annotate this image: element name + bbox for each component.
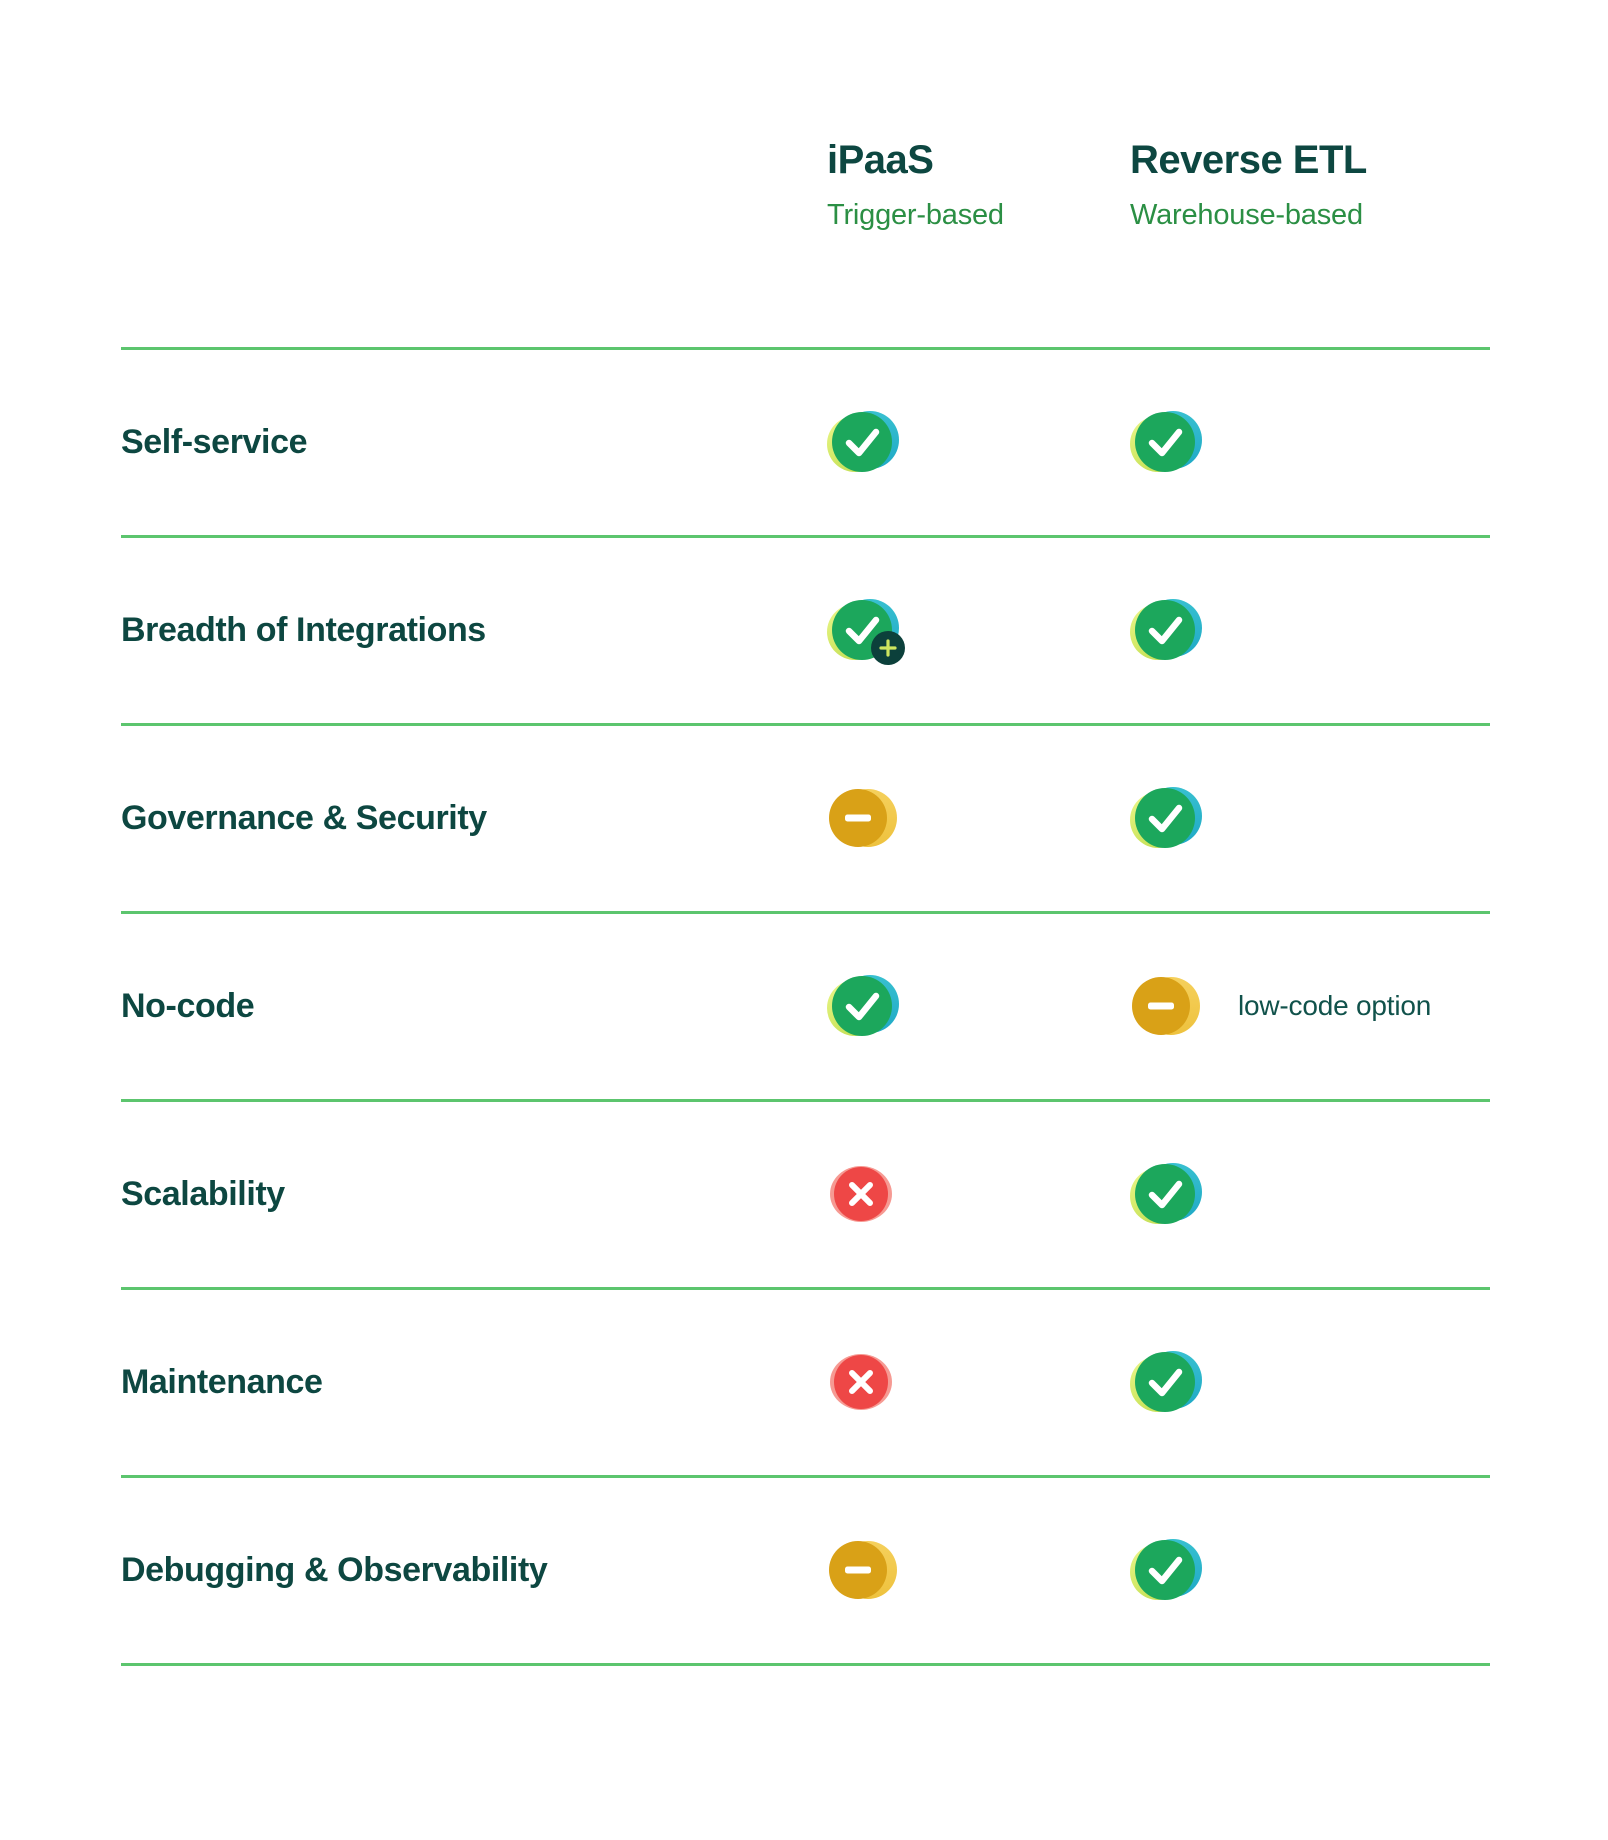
row-label: Governance & Security [121,798,487,837]
check-plus-icon [827,598,905,666]
row-label: Self-service [121,422,308,461]
cell-reverse-etl [1010,1538,1490,1602]
row-label: Scalability [121,1174,285,1213]
icon-layer [1135,788,1195,849]
minus-icon [827,1538,899,1602]
row-label: No-code [121,986,255,1025]
cross-icon [827,1162,899,1226]
cell-reverse-etl [1010,410,1490,474]
check-icon [1130,1350,1202,1414]
plus-badge-icon [871,631,905,666]
table-row-maintenance: Maintenance [121,1286,1490,1475]
cell-reverse-etl [1010,1162,1490,1226]
cell-reverse-etl [1010,1350,1490,1414]
cell-ipaas [707,598,1010,666]
cell-reverse-etl [1010,598,1490,662]
content-area: iPaaS Trigger-based Reverse ETL Warehous… [121,0,1490,1666]
minus-icon [1130,974,1202,1038]
comparison-table: Self-service [121,346,1490,1666]
icon-layer [1135,1164,1195,1225]
cell-ipaas [707,786,1010,850]
column-title-reverse-etl: Reverse ETL [1130,138,1367,182]
check-icon [1130,598,1202,662]
cell-ipaas [707,1538,1010,1602]
icon-layer [832,976,892,1037]
table-header: iPaaS Trigger-based Reverse ETL Warehous… [121,0,1490,232]
cell-reverse-etl: low-code option [1010,974,1490,1038]
cell-ipaas [707,1350,1010,1414]
table-row-scalability: Scalability [121,1098,1490,1287]
cell-ipaas [707,410,1010,474]
cell-reverse-etl [1010,786,1490,850]
table-row-breadth-of-integrations: Breadth of Integrations [121,534,1490,723]
check-icon [827,974,899,1038]
check-icon [1130,1162,1202,1226]
icon-layer [1135,1540,1195,1601]
row-label: Breadth of Integrations [121,610,486,649]
column-header-reverse-etl: Reverse ETL Warehouse-based [1010,138,1490,232]
check-icon [1130,786,1202,850]
check-icon [1130,1538,1202,1602]
table-row-governance-security: Governance & Security [121,722,1490,911]
icon-layer [1135,600,1195,661]
cross-icon [827,1350,899,1414]
column-subtitle-reverse-etl: Warehouse-based [1130,199,1363,231]
minus-icon [827,786,899,850]
row-label: Debugging & Observability [121,1550,548,1589]
icon-layer [1135,412,1195,473]
check-icon [827,410,899,474]
table-row-debugging-observability: Debugging & Observability [121,1474,1490,1666]
table-row-self-service: Self-service [121,346,1490,535]
header-spacer [121,138,707,232]
column-header-ipaas: iPaaS Trigger-based [707,138,1010,232]
row-label: Maintenance [121,1362,323,1401]
check-icon [1130,410,1202,474]
cell-ipaas [707,974,1010,1038]
column-title-ipaas: iPaaS [827,138,934,182]
icon-layer [1135,1352,1195,1413]
column-subtitle-ipaas: Trigger-based [827,199,1004,231]
table-row-no-code: No-code [121,910,1490,1099]
low-code-option-note: low-code option [1238,990,1432,1022]
icon-layer [832,412,892,473]
cell-ipaas [707,1162,1010,1226]
